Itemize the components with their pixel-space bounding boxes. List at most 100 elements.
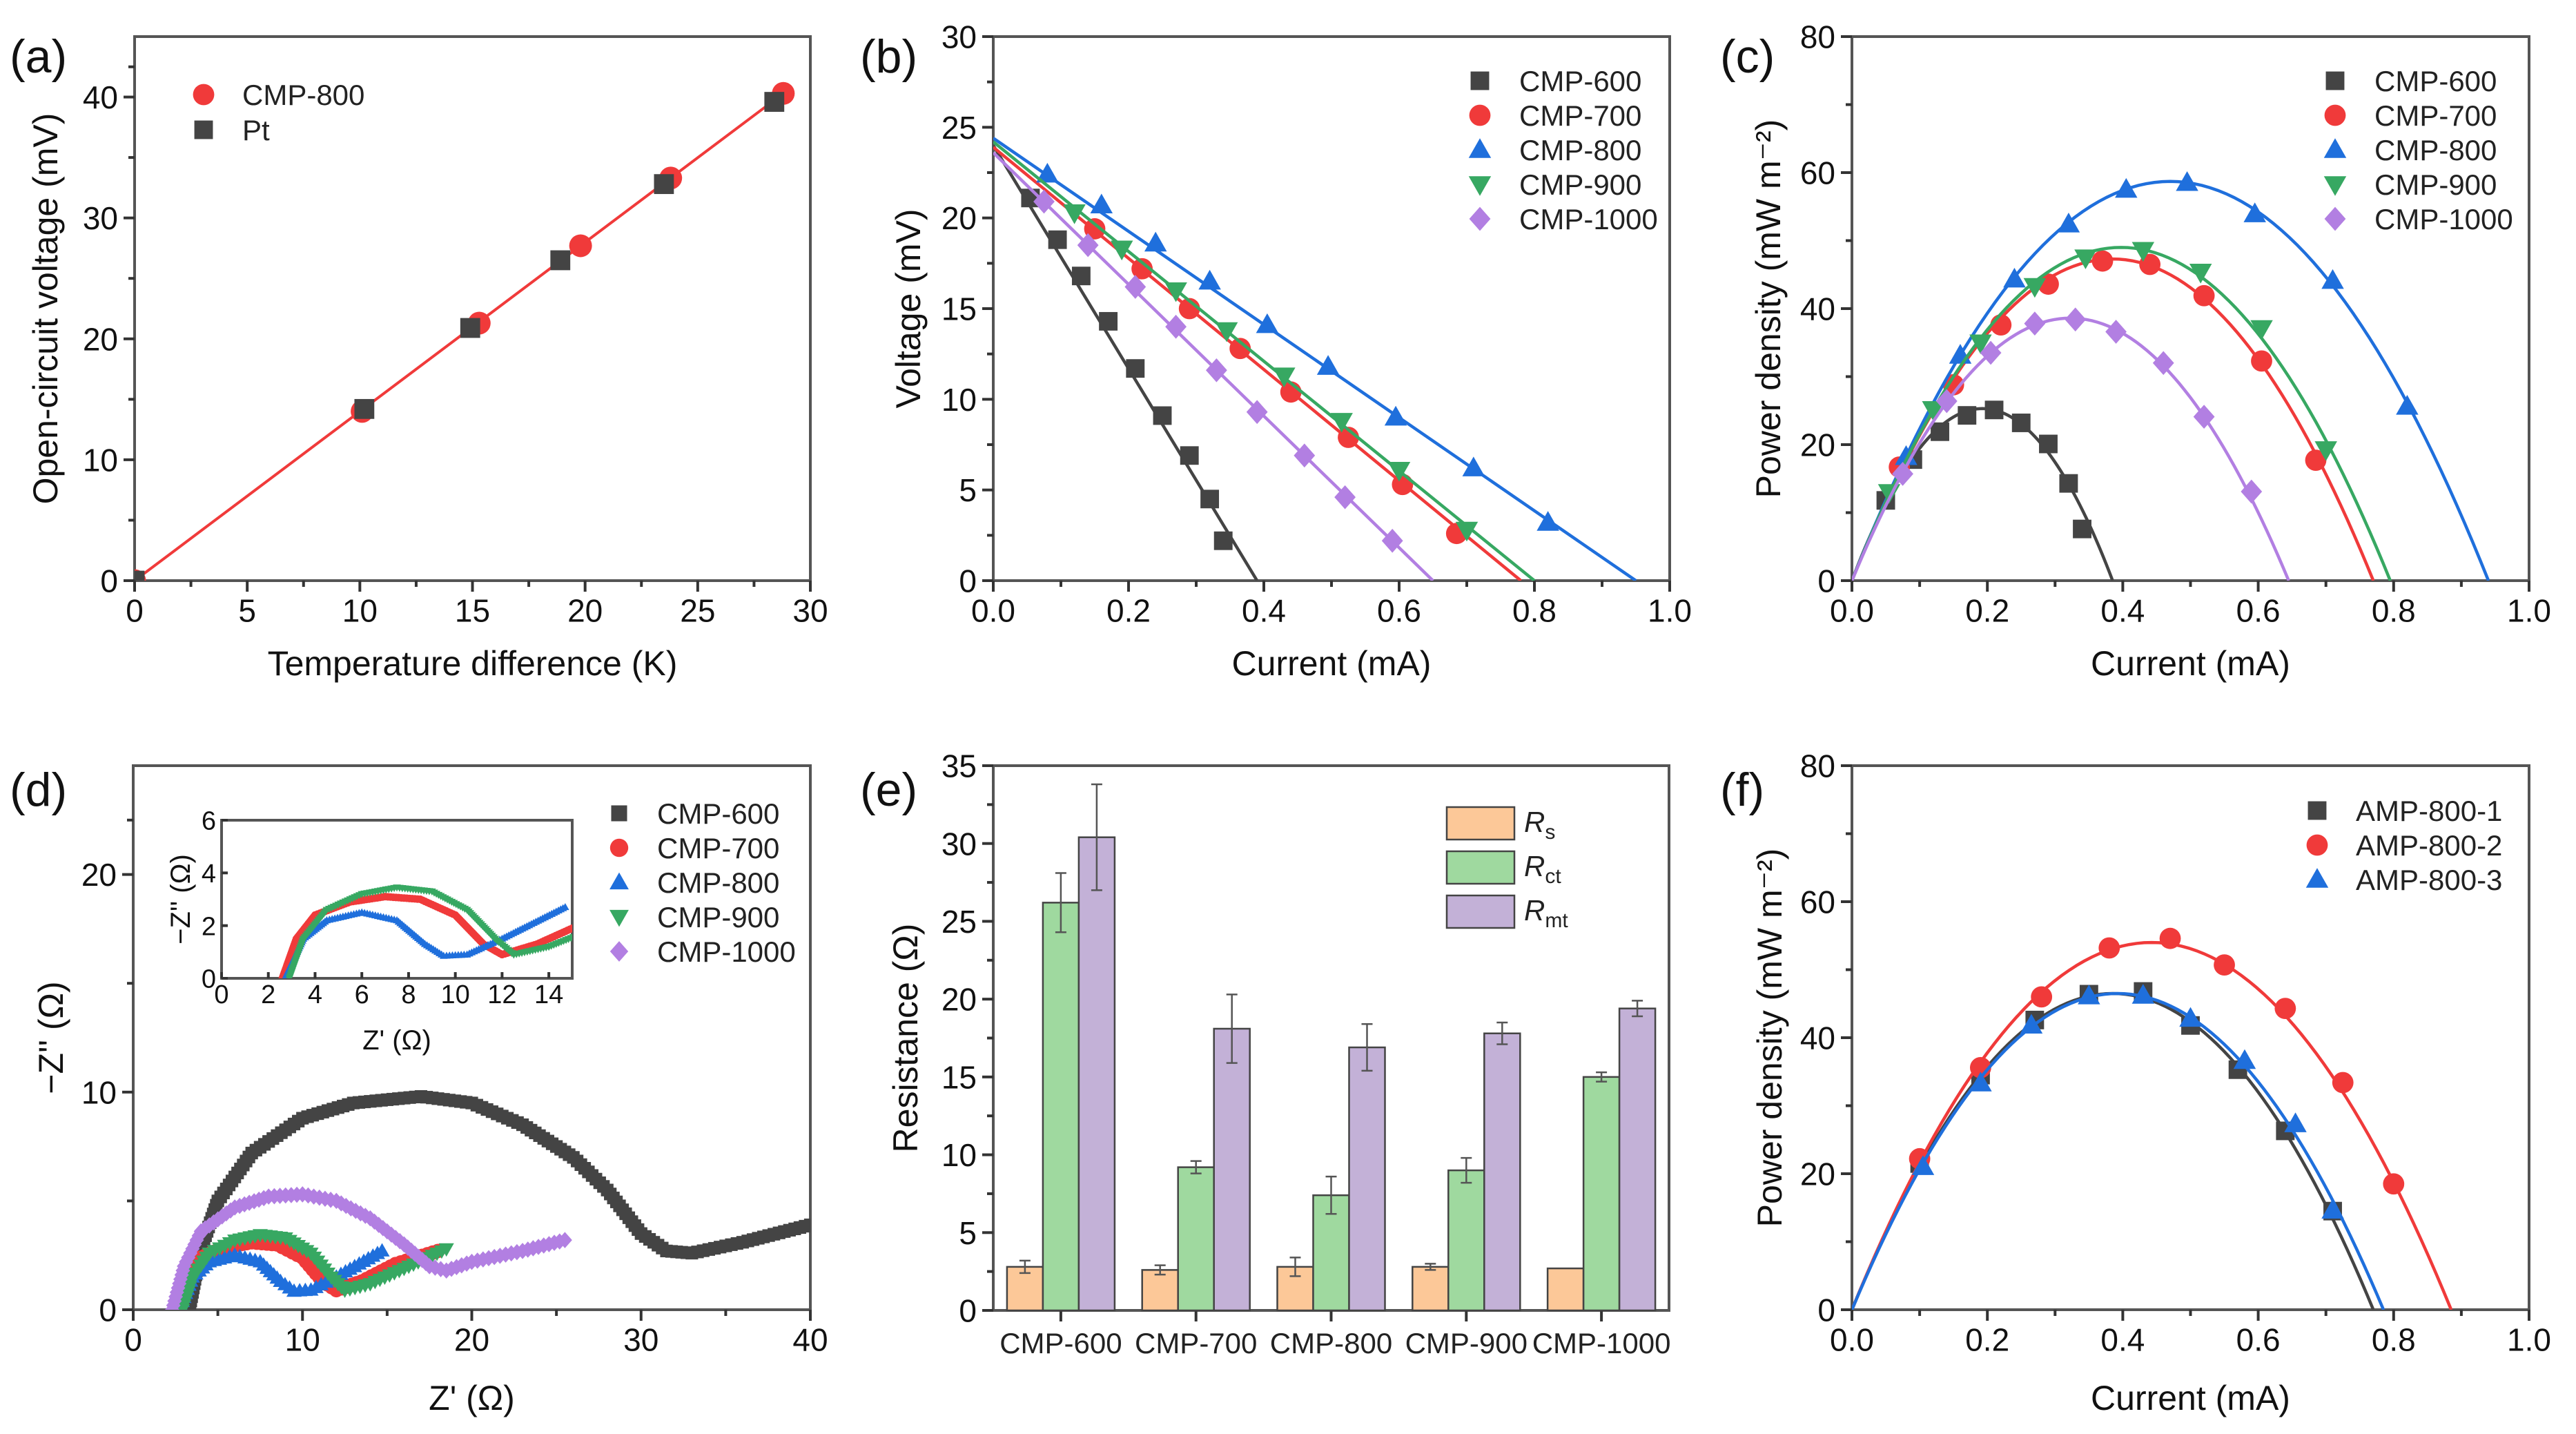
legend-marker-circle-icon: [193, 84, 215, 106]
data-point: [1381, 528, 1403, 553]
data-point: [2250, 320, 2273, 340]
legend-item: CMP-800: [193, 79, 364, 111]
data-point: [2059, 474, 2078, 493]
data-point: [135, 570, 145, 581]
x-tick-label: 0.2: [1106, 593, 1151, 629]
data-point: [1931, 422, 1949, 441]
data-point: [2396, 395, 2419, 415]
legend-item: CMP-700: [1469, 99, 1641, 132]
legend-item: CMP-1000: [609, 936, 796, 968]
data-point: [2189, 264, 2212, 284]
legend-marker-triangle-up-icon: [2305, 868, 2329, 888]
inset-data-point: [633, 905, 641, 913]
inset-data-point: [604, 913, 612, 920]
data-point: [2321, 1199, 2344, 1219]
x-axis-label: Current (mA): [1232, 644, 1432, 683]
y-tick-label: 0: [1817, 563, 1835, 599]
inset-data-point: [584, 929, 592, 936]
legend-label: CMP-600: [657, 797, 779, 830]
series-cmp-900: [175, 1229, 454, 1310]
legend-label: CMP-600: [2374, 65, 2497, 97]
y-tick-label: 0: [1817, 1292, 1835, 1328]
x-axis-label: Temperature difference (K): [268, 644, 678, 683]
data-point: [2284, 1112, 2307, 1132]
series-cmp-900: [1852, 242, 2392, 581]
y-tick-label: 25: [941, 904, 977, 940]
x-tick-label: 8: [401, 980, 416, 1009]
plot-area: [135, 81, 795, 581]
data-point: [460, 318, 480, 338]
inset-data-point: [587, 927, 595, 934]
panel-label: (e): [860, 764, 917, 816]
panel-label: (b): [860, 30, 917, 83]
legend-marker-triangle-down-icon: [1468, 176, 1492, 196]
series-pt: [135, 92, 785, 581]
data-point: [1984, 400, 2004, 420]
y-axis-label: −Z'' (Ω): [32, 981, 70, 1094]
legend-label: CMP-800: [2374, 134, 2497, 166]
y-tick-label: 30: [941, 19, 977, 55]
y-tick-label: 40: [1800, 1020, 1835, 1056]
y-axis-label: Open-circuit voltage (mV): [26, 113, 65, 505]
inset-data-point: [583, 918, 590, 926]
y-tick-label: 60: [1800, 155, 1835, 191]
legend-label: CMP-800: [242, 79, 364, 111]
data-point: [1048, 230, 1067, 249]
data-point: [1980, 340, 2002, 365]
bar-rmt: [1348, 1046, 1386, 1312]
x-tick-label: 0.4: [2100, 1322, 2145, 1358]
y-axis-label: Power density (mW m⁻²): [1749, 119, 1788, 498]
bar-rs: [1546, 1267, 1585, 1312]
series-cmp-700: [993, 146, 1522, 581]
legend-label: CMP-800: [1519, 134, 1641, 166]
legend-marker-square-icon: [2325, 71, 2345, 90]
y-tick-label: 40: [83, 79, 118, 115]
data-point: [1892, 461, 1913, 486]
data-point: [2314, 441, 2337, 461]
legend-label: CMP-900: [2374, 168, 2497, 201]
data-point: [1164, 282, 1187, 302]
legend-marker-diamond-icon: [1469, 206, 1491, 231]
series-cmp-900: [993, 140, 1536, 581]
inset-data-point: [631, 906, 638, 913]
legend-marker-square-icon: [2307, 801, 2327, 820]
y-tick-label: 0: [959, 1293, 977, 1329]
data-point: [2078, 985, 2100, 1005]
y-tick-label: 30: [83, 200, 118, 236]
y-tick-label: 20: [1800, 1156, 1835, 1192]
data-point: [2152, 351, 2174, 376]
inset-data-point: [569, 933, 572, 940]
legend-item: CMP-700: [2324, 99, 2497, 132]
data-point: [1384, 405, 1407, 426]
x-tick-label: 12: [487, 980, 516, 1009]
inset-data-point: [636, 904, 643, 911]
panel-f: (f) Power density (mW m⁻²) Current (mA) 0.0…: [1720, 748, 2551, 1417]
legend-label: CMP-700: [1519, 99, 1641, 132]
legend-label: Rct: [1524, 850, 1561, 888]
data-point: [354, 398, 375, 419]
x-tick-label: 10: [342, 593, 378, 629]
legend-item: AMP-800-3: [2305, 864, 2502, 896]
bar-rct: [1582, 1076, 1621, 1312]
y-tick-label: 20: [81, 857, 117, 893]
panel-label: (a): [10, 30, 67, 83]
legend-swatch: [1445, 850, 1516, 885]
y-tick-label: 0: [100, 563, 118, 599]
data-point: [569, 234, 592, 258]
x-tick-label: 0.6: [2236, 1322, 2281, 1358]
data-point: [1153, 406, 1172, 425]
data-point: [2031, 986, 2053, 1008]
x-tick-label: 0: [126, 593, 144, 629]
inset-data-point: [574, 932, 583, 939]
legend-item: CMP-1000: [1469, 203, 1658, 235]
y-tick-label: 5: [959, 472, 977, 508]
inset-data-point: [606, 920, 614, 927]
data-point: [1911, 1155, 1935, 1175]
inset-data-point: [636, 908, 644, 915]
data-point: [1969, 334, 1992, 355]
data-point: [1126, 359, 1145, 378]
inset-data-point: [589, 927, 598, 933]
inset-data-point: [596, 915, 604, 922]
inset-data-point: [573, 922, 580, 930]
data-point: [2305, 449, 2327, 472]
